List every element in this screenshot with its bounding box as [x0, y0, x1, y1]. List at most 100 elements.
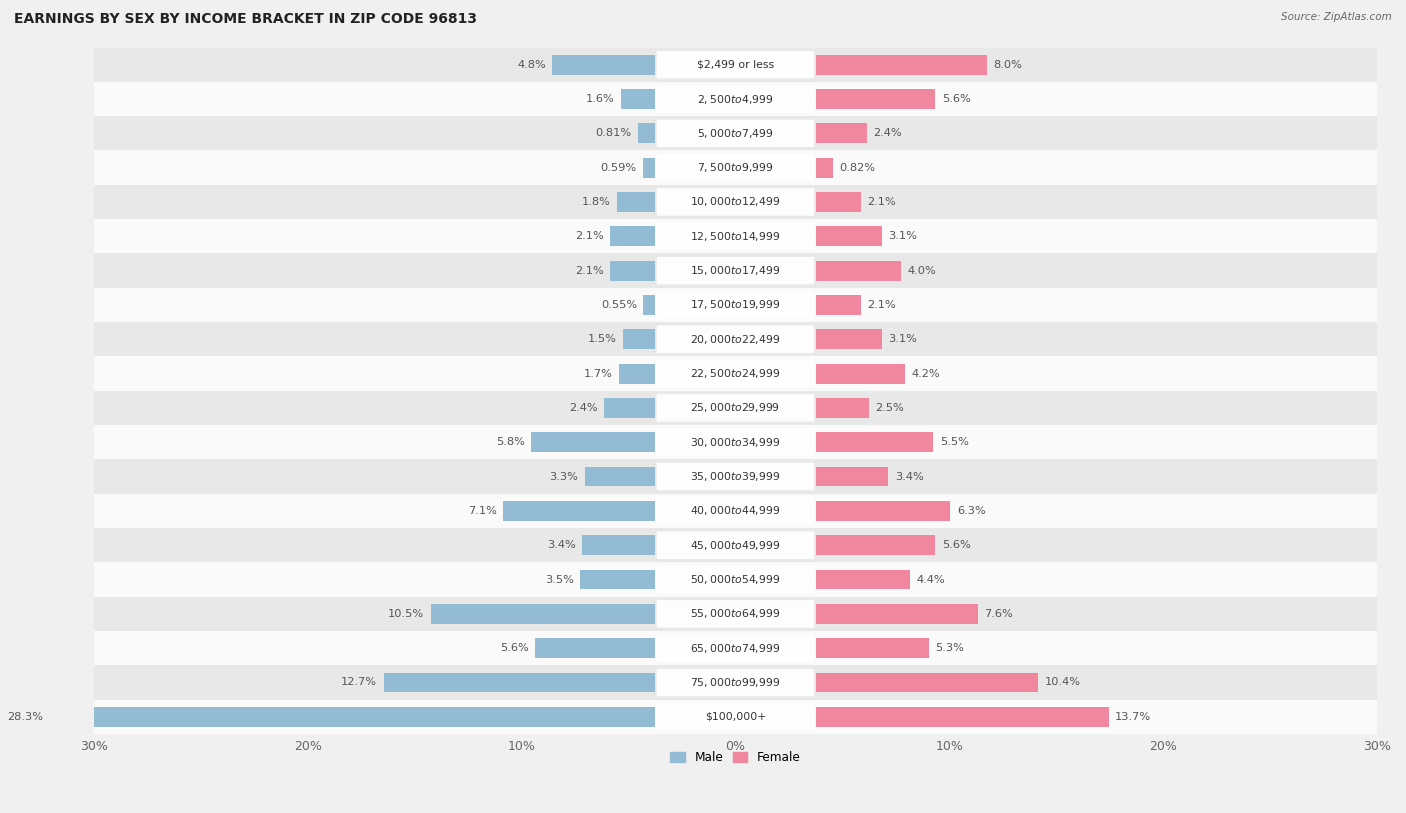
FancyBboxPatch shape [657, 51, 814, 78]
Text: 0.81%: 0.81% [595, 128, 631, 138]
Text: 5.6%: 5.6% [942, 540, 970, 550]
Text: 5.6%: 5.6% [942, 94, 970, 104]
Text: 6.3%: 6.3% [956, 506, 986, 516]
Text: 4.8%: 4.8% [517, 59, 546, 70]
Bar [815, 124, 868, 143]
Text: $35,000 to $39,999: $35,000 to $39,999 [690, 470, 780, 483]
Bar [430, 604, 655, 624]
Bar [815, 192, 860, 212]
Text: 2.1%: 2.1% [575, 231, 603, 241]
Text: 0.59%: 0.59% [600, 163, 636, 172]
Text: 4.0%: 4.0% [907, 266, 936, 276]
Text: 2.5%: 2.5% [876, 403, 904, 413]
Text: 8.0%: 8.0% [993, 59, 1022, 70]
Text: $22,500 to $24,999: $22,500 to $24,999 [690, 367, 780, 380]
Bar [815, 158, 834, 177]
Bar [94, 391, 1376, 425]
Bar [815, 467, 889, 486]
Bar [94, 631, 1376, 665]
Bar [94, 563, 1376, 597]
Text: 0.82%: 0.82% [839, 163, 876, 172]
Bar [94, 700, 1376, 734]
Bar [815, 226, 882, 246]
Text: 3.1%: 3.1% [889, 334, 917, 344]
Text: 10.5%: 10.5% [388, 609, 425, 619]
Bar [815, 535, 935, 555]
FancyBboxPatch shape [657, 85, 814, 113]
Bar [94, 597, 1376, 631]
Legend: Male, Female: Male, Female [665, 746, 806, 769]
Bar [94, 254, 1376, 288]
Bar [49, 706, 655, 727]
Bar [94, 116, 1376, 150]
Text: 2.4%: 2.4% [873, 128, 903, 138]
Text: $17,500 to $19,999: $17,500 to $19,999 [690, 298, 780, 311]
FancyBboxPatch shape [657, 189, 814, 215]
Text: $75,000 to $99,999: $75,000 to $99,999 [690, 676, 780, 689]
FancyBboxPatch shape [657, 291, 814, 319]
Bar [531, 433, 655, 452]
Text: Source: ZipAtlas.com: Source: ZipAtlas.com [1281, 12, 1392, 22]
Bar [94, 185, 1376, 220]
FancyBboxPatch shape [657, 600, 814, 628]
Text: $50,000 to $54,999: $50,000 to $54,999 [690, 573, 780, 586]
Bar [815, 295, 860, 315]
Text: 13.7%: 13.7% [1115, 712, 1152, 722]
Text: 5.3%: 5.3% [935, 643, 965, 653]
Bar [94, 220, 1376, 254]
FancyBboxPatch shape [657, 463, 814, 490]
Bar [815, 672, 1038, 693]
Text: 3.1%: 3.1% [889, 231, 917, 241]
Text: EARNINGS BY SEX BY INCOME BRACKET IN ZIP CODE 96813: EARNINGS BY SEX BY INCOME BRACKET IN ZIP… [14, 12, 477, 26]
Text: 1.5%: 1.5% [588, 334, 617, 344]
Bar [815, 706, 1108, 727]
Bar [815, 433, 934, 452]
FancyBboxPatch shape [657, 394, 814, 422]
Bar [384, 672, 655, 693]
Text: $30,000 to $34,999: $30,000 to $34,999 [690, 436, 780, 449]
Text: 7.1%: 7.1% [468, 506, 496, 516]
Text: 28.3%: 28.3% [7, 712, 44, 722]
Bar [610, 226, 655, 246]
Text: 2.4%: 2.4% [569, 403, 598, 413]
Text: 1.6%: 1.6% [586, 94, 614, 104]
Bar [815, 501, 950, 521]
FancyBboxPatch shape [657, 669, 814, 696]
Bar [94, 665, 1376, 700]
Bar [94, 150, 1376, 185]
FancyBboxPatch shape [657, 532, 814, 559]
Bar [610, 261, 655, 280]
Bar [815, 261, 901, 280]
Bar [815, 398, 869, 418]
Bar [94, 322, 1376, 356]
Text: 5.5%: 5.5% [939, 437, 969, 447]
FancyBboxPatch shape [657, 257, 814, 285]
Bar [815, 89, 935, 109]
Bar [638, 124, 655, 143]
Bar [815, 638, 929, 658]
Text: 10.4%: 10.4% [1045, 677, 1080, 688]
Text: 3.3%: 3.3% [550, 472, 578, 481]
Bar [581, 570, 655, 589]
Bar [603, 398, 655, 418]
Bar [619, 363, 655, 384]
Text: 2.1%: 2.1% [868, 300, 896, 310]
Text: $20,000 to $22,499: $20,000 to $22,499 [690, 333, 780, 346]
Text: $65,000 to $74,999: $65,000 to $74,999 [690, 641, 780, 654]
Text: $2,500 to $4,999: $2,500 to $4,999 [697, 93, 773, 106]
Bar [94, 459, 1376, 493]
Text: $45,000 to $49,999: $45,000 to $49,999 [690, 539, 780, 552]
Bar [94, 47, 1376, 82]
Bar [536, 638, 655, 658]
Bar [94, 82, 1376, 116]
Bar [582, 535, 655, 555]
FancyBboxPatch shape [657, 120, 814, 147]
Bar [815, 570, 910, 589]
Bar [815, 604, 979, 624]
Bar [621, 89, 655, 109]
Text: 3.5%: 3.5% [546, 575, 574, 585]
Bar [815, 54, 987, 75]
Bar [644, 295, 655, 315]
Text: $5,000 to $7,499: $5,000 to $7,499 [697, 127, 773, 140]
FancyBboxPatch shape [657, 497, 814, 524]
